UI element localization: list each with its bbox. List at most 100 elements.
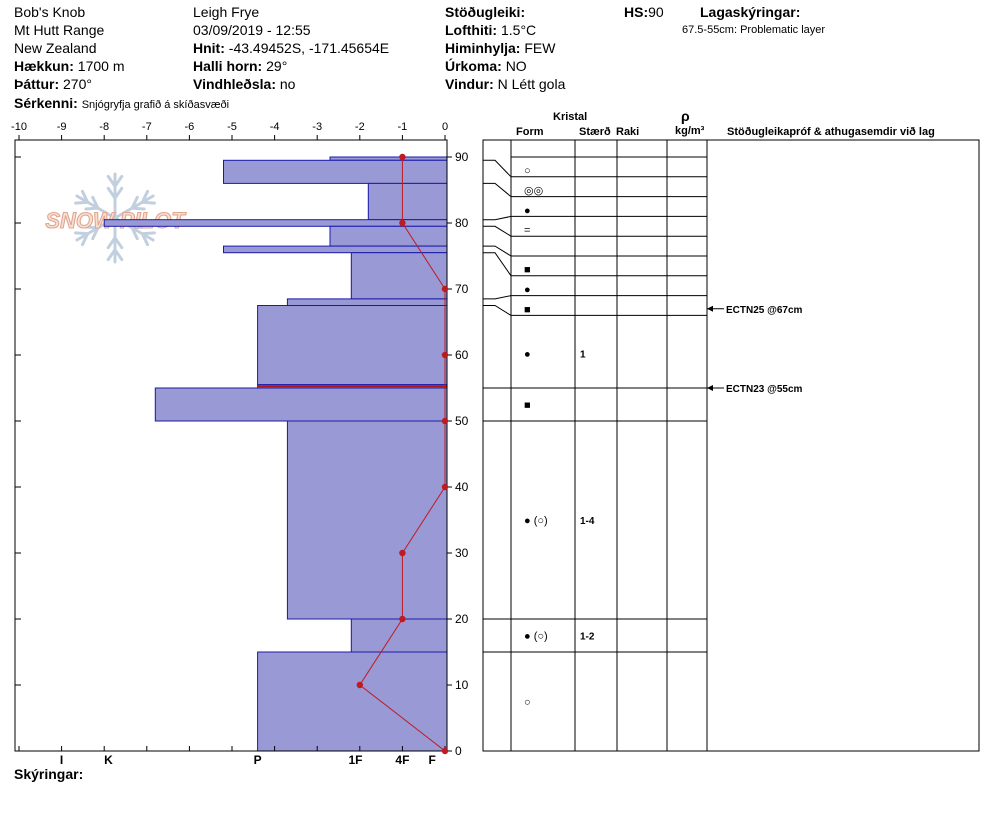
tests-header: Stöðugleikapróf & athugasemdir við lag bbox=[727, 126, 935, 138]
layer-connector bbox=[483, 159, 512, 178]
wind-loading-value: no bbox=[279, 76, 296, 92]
hardness-bar bbox=[103, 219, 448, 227]
temperature-point bbox=[399, 615, 406, 623]
test-result-label: ECTN25 @67cm bbox=[726, 305, 803, 316]
hardness-bar bbox=[223, 245, 448, 254]
location-name: Bob's Knob bbox=[14, 4, 86, 20]
observer-name: Leigh Frye bbox=[193, 4, 260, 20]
layer-grain-form: ○ bbox=[524, 165, 531, 177]
density-unit: kg/m³ bbox=[675, 125, 705, 137]
hardness-bar bbox=[223, 159, 448, 184]
hardness-label: F bbox=[429, 753, 436, 767]
wind-loading-label: Vindhleðsla: bbox=[193, 76, 276, 92]
temperature-point bbox=[399, 219, 406, 227]
slope-value: 29° bbox=[266, 58, 288, 74]
layer-grain-form: = bbox=[524, 225, 530, 237]
snowflake-branch bbox=[106, 174, 117, 188]
y-tick-label: 40 bbox=[455, 480, 469, 494]
hardness-label: 1F bbox=[348, 753, 362, 767]
snowflake-branch bbox=[113, 236, 124, 250]
temperature-point bbox=[399, 153, 406, 161]
coordinates-value: -43.49452S, -171.45654E bbox=[228, 40, 390, 56]
x-tick-label: -5 bbox=[227, 121, 237, 133]
precipitation-value: NO bbox=[505, 58, 527, 74]
layer-connector bbox=[483, 295, 512, 300]
slope-label: Halli horn: bbox=[193, 58, 263, 74]
precipitation: Úrkoma: NO bbox=[445, 58, 527, 74]
temperature-point bbox=[441, 285, 449, 293]
hardness-bars bbox=[103, 156, 448, 752]
density-symbol: ρ bbox=[681, 108, 690, 124]
snow-height-label: HS: bbox=[624, 4, 649, 20]
feature-label: Sérkenni: bbox=[14, 95, 78, 111]
layer-connector bbox=[483, 305, 512, 316]
elevation-value: 1700 m bbox=[77, 58, 125, 74]
wind: Vindur: N Létt gola bbox=[445, 76, 565, 92]
snowflake-branch bbox=[74, 231, 90, 236]
layer-connector bbox=[483, 215, 512, 221]
hardness-label: K bbox=[104, 753, 113, 767]
snowflake-branch bbox=[106, 236, 117, 250]
moisture-header: Raki bbox=[616, 126, 640, 138]
layer-grain-size: 1-2 bbox=[580, 632, 595, 643]
sky-cover: Himinhylja: FEW bbox=[445, 40, 555, 56]
snowflake-branch bbox=[130, 206, 146, 211]
layer-grain-size: 1 bbox=[580, 350, 586, 361]
snowflake-branch bbox=[130, 226, 139, 241]
snowflake-branch bbox=[84, 206, 100, 211]
size-header: Stærð bbox=[579, 126, 611, 138]
temperature-point bbox=[441, 747, 449, 755]
chart-axes: -10 -9 -8 -7 -6 -5 -4 -3 -2 -1 0010203040506070809… bbox=[11, 121, 469, 767]
hardness-bar bbox=[257, 305, 448, 386]
range-name: Mt Hutt Range bbox=[14, 22, 105, 38]
layer-connector bbox=[483, 252, 512, 277]
x-tick-label: -8 bbox=[99, 121, 109, 133]
x-tick-label: -7 bbox=[142, 121, 152, 133]
coordinates-label: Hnit: bbox=[193, 40, 225, 56]
aspect: Þáttur: 270° bbox=[14, 76, 92, 92]
y-tick-label: 90 bbox=[455, 150, 469, 164]
test-result-label: ECTN23 @55cm bbox=[726, 384, 803, 395]
wind-loading: Vindhleðsla: no bbox=[193, 76, 295, 92]
hardness-label: P bbox=[254, 753, 262, 767]
coordinates: Hnit: -43.49452S, -171.45654E bbox=[193, 40, 389, 56]
temperature-point bbox=[356, 681, 363, 689]
hardness-bar bbox=[257, 651, 448, 752]
y-tick-label: 50 bbox=[455, 414, 469, 428]
layer-grain-form: ● (○) bbox=[524, 515, 548, 527]
feature: Sérkenni: Snjógryfja grafið á skíðasvæði bbox=[14, 95, 229, 112]
layer-grain-size: 1-4 bbox=[580, 516, 595, 527]
snowflake-branch bbox=[80, 189, 90, 204]
hardness-bar bbox=[286, 420, 448, 620]
layer-grain-form: ● bbox=[524, 349, 531, 361]
layer-connector bbox=[483, 225, 512, 237]
hardness-bar bbox=[350, 252, 448, 300]
elevation-label: Hækkun: bbox=[14, 58, 74, 74]
snowflake-branch bbox=[91, 195, 100, 210]
layer-grain-form: ■ bbox=[524, 304, 531, 316]
precipitation-label: Úrkoma: bbox=[445, 58, 502, 74]
x-tick-label: -10 bbox=[11, 121, 27, 133]
plot-frame bbox=[14, 139, 448, 752]
snowflake-branch bbox=[106, 248, 117, 262]
layer-grain-form: ■ bbox=[524, 400, 531, 412]
sky-cover-value: FEW bbox=[524, 40, 556, 56]
feature-value: Snjógryfja grafið á skíðasvæði bbox=[81, 99, 230, 111]
test-arrow-head bbox=[707, 385, 713, 391]
x-tick-label: -1 bbox=[398, 121, 408, 133]
layer-grain-form: ■ bbox=[524, 264, 531, 276]
snowflake-branch bbox=[140, 200, 156, 205]
y-tick-label: 20 bbox=[455, 612, 469, 626]
snowflake-branch bbox=[130, 195, 139, 210]
hardness-bar bbox=[329, 225, 448, 247]
air-temp: Lofthiti: 1.5°C bbox=[445, 22, 536, 38]
snowflake-branch bbox=[80, 232, 90, 247]
snowflake-branch bbox=[91, 226, 100, 241]
temperature-point bbox=[441, 483, 449, 491]
x-tick-label: 0 bbox=[442, 121, 448, 133]
x-tick-label: -6 bbox=[185, 121, 195, 133]
wind-label: Vindur: bbox=[445, 76, 494, 92]
snowflake-branch bbox=[140, 189, 150, 204]
wind-value: N Létt gola bbox=[497, 76, 566, 92]
